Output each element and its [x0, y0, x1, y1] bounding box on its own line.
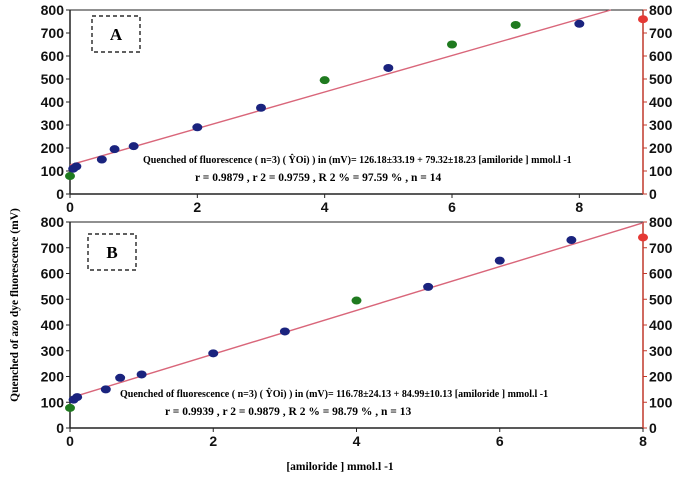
y-right-tick-label: 500	[649, 291, 673, 307]
y-tick-label: 600	[41, 48, 65, 64]
y-tick-label: 700	[41, 240, 65, 256]
panel-label-box	[87, 233, 137, 271]
data-point	[256, 103, 266, 112]
y-tick-label: 100	[41, 394, 65, 410]
y-right-tick-label: 300	[649, 343, 673, 359]
y-right-tick-label: 800	[649, 214, 673, 230]
y-tick-label: 500	[41, 291, 65, 307]
regression-stats: r = 0.9939 , r 2 = 0.9879 , R 2 % = 98.7…	[165, 406, 411, 418]
x-tick-label: 4	[353, 433, 361, 449]
y-tick-label: 700	[41, 25, 65, 41]
y-tick-label: 400	[41, 317, 65, 333]
data-point	[447, 40, 457, 49]
data-point	[510, 20, 521, 29]
regression-equation: Quenched of fluorescence ( n=3) ( ŶOi) )…	[143, 154, 572, 166]
y-tick-label: 100	[41, 163, 65, 179]
y-right-tick-label: 400	[649, 317, 673, 333]
y-right-tick-label: 100	[649, 163, 673, 179]
y-right-tick-label: 300	[649, 117, 673, 133]
data-point	[319, 76, 330, 85]
y-axis-title: Quenched of azo dye fluorescence (mV)	[9, 208, 21, 402]
y-tick-label: 800	[41, 214, 65, 230]
y-right-tick-label: 600	[649, 48, 673, 64]
y-tick-label: 800	[41, 2, 65, 18]
panel-a-chart: 0 100 200 300 400 500 600 700 800 0 100 200 300 400 50…	[41, 2, 673, 215]
y-tick-label: 300	[41, 117, 65, 133]
y-tick-label: 300	[41, 343, 65, 359]
data-point	[65, 403, 75, 412]
panel-label-box	[91, 15, 141, 53]
y-right-tick-label: 400	[649, 94, 673, 110]
y-right-tick-label: 700	[649, 240, 673, 256]
y-right-tick-label: 100	[649, 394, 673, 410]
data-point	[574, 19, 585, 28]
data-point	[96, 155, 107, 164]
y-tick-label: 400	[41, 94, 65, 110]
data-point	[351, 296, 362, 305]
data-point	[494, 256, 505, 265]
y-tick-label: 200	[41, 369, 65, 385]
x-tick-label: 2	[193, 199, 201, 215]
panel-b-chart: 0 100 200 300 400 500 600 700 800 0 100 200 300 400 50…	[41, 214, 673, 449]
y-right-tick-label: 600	[649, 266, 673, 282]
y-tick-label: 0	[56, 186, 64, 202]
x-tick-label: 6	[448, 199, 456, 215]
data-point	[128, 142, 139, 151]
regression-equation: Quenched of fluorescence ( n=3) ( ŶOi) )…	[120, 388, 548, 400]
data-point	[100, 385, 111, 394]
x-tick-label: 6	[496, 433, 504, 449]
panel-label: B	[106, 243, 117, 262]
data-point	[423, 282, 434, 291]
fit-line	[69, 222, 644, 399]
data-point	[192, 123, 203, 132]
x-tick-label: 2	[209, 433, 217, 449]
fit-line	[69, 9, 612, 166]
x-tick-label: 0	[66, 199, 74, 215]
x-tick-label: 4	[321, 199, 329, 215]
data-point	[72, 393, 83, 402]
x-tick-label: 0	[66, 433, 74, 449]
x-tick-label: 8	[639, 433, 647, 449]
data-point	[136, 370, 147, 379]
data-point	[638, 233, 648, 242]
y-right-tick-label: 200	[649, 369, 673, 385]
regression-stats: r = 0.9879 , r 2 = 0.9759 , R 2 % = 97.5…	[195, 172, 441, 184]
y-tick-label: 600	[41, 266, 65, 282]
data-point	[71, 162, 82, 171]
data-point	[115, 373, 126, 382]
y-tick-label: 500	[41, 71, 65, 87]
data-point	[566, 236, 577, 245]
y-right-tick-label: 700	[649, 25, 673, 41]
y-right-tick-label: 0	[649, 186, 657, 202]
data-point	[109, 145, 120, 154]
y-right-tick-label: 500	[649, 71, 673, 87]
data-point	[279, 327, 290, 336]
x-axis-title: [amiloride ] mmol.l -1	[286, 461, 394, 473]
data-point	[638, 15, 648, 24]
x-tick-label: 8	[575, 199, 583, 215]
y-right-tick-label: 0	[649, 420, 657, 436]
data-point	[65, 172, 75, 181]
panel-label: A	[110, 25, 123, 44]
y-tick-label: 0	[56, 420, 64, 436]
y-right-tick-label: 800	[649, 2, 673, 18]
y-tick-label: 200	[41, 140, 65, 156]
data-point	[383, 63, 394, 72]
y-right-tick-label: 200	[649, 140, 673, 156]
data-point	[208, 349, 219, 358]
